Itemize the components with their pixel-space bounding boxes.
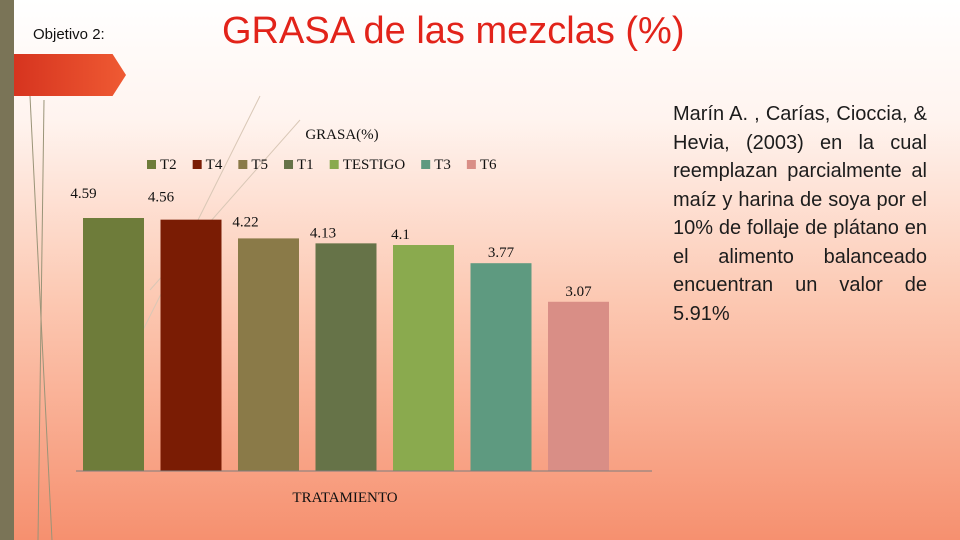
legend-swatch-t6	[466, 160, 476, 169]
legend-swatch-testigo	[329, 160, 339, 169]
chart-legend: T2 T4 T5 T1 TESTIGO T3 T6	[147, 157, 497, 173]
data-label-t3: 3.77	[488, 245, 515, 261]
legend-swatch-t5	[238, 160, 248, 169]
data-label-t4: 4.56	[148, 190, 175, 206]
chart-title: GRASA(%)	[305, 127, 378, 143]
legend-swatch-t4	[192, 160, 202, 169]
legend-swatch-t3	[421, 160, 431, 169]
legend-swatch-t1	[284, 160, 294, 169]
legend-label-testigo: TESTIGO	[343, 157, 406, 173]
objective-label: Objetivo 2:	[33, 26, 105, 43]
legend-label-t3: T3	[434, 157, 451, 173]
bar-t4	[160, 219, 222, 471]
bar-t5	[238, 238, 299, 471]
legend-swatch-t2	[147, 160, 156, 169]
bar-t1	[315, 243, 377, 471]
legend-label-t6: T6	[480, 157, 497, 173]
legend-label-t2: T2	[160, 157, 177, 173]
legend-label-t5: T5	[251, 157, 268, 173]
bar-t3	[470, 263, 532, 471]
bars-group	[83, 218, 609, 471]
bar-testigo	[393, 245, 454, 471]
data-label-t1: 4.13	[310, 225, 336, 241]
x-axis-label: TRATAMIENTO	[292, 490, 397, 506]
legend-label-t1: T1	[297, 157, 314, 173]
data-label-testigo: 4.1	[391, 227, 410, 243]
data-labels-group: 4.59 4.56 4.22 4.13 4.1 3.77 3.07	[70, 186, 592, 300]
reference-note: Marín A. , Carías, Cioccia, & Hevia, (20…	[673, 103, 927, 325]
left-accent-bar	[0, 0, 14, 540]
legend-label-t4: T4	[206, 157, 223, 173]
bar-t2	[83, 218, 144, 471]
data-label-t5: 4.22	[232, 214, 258, 230]
data-label-t6: 3.07	[565, 284, 592, 300]
red-arrow-tab	[14, 54, 126, 96]
page-title: GRASA de las mezclas (%)	[222, 10, 685, 52]
bar-t6	[548, 301, 609, 471]
data-label-t2: 4.59	[70, 186, 96, 202]
